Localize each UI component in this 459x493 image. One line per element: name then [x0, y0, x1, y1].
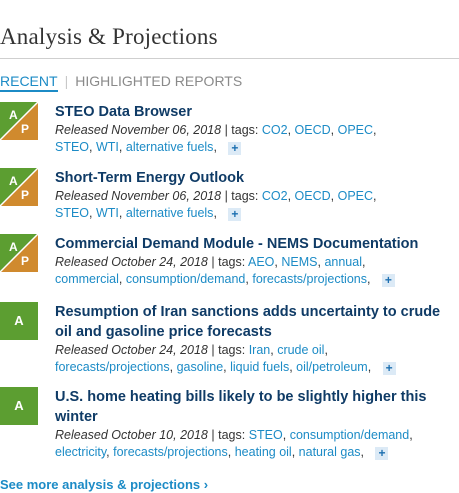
tab-separator: |: [64, 73, 69, 89]
tag-link[interactable]: Iran: [248, 343, 271, 357]
tag-link[interactable]: OECD: [294, 123, 331, 137]
item-title-link[interactable]: Resumption of Iran sanctions adds uncert…: [55, 304, 441, 340]
tag-link[interactable]: alternative fuels: [125, 140, 214, 154]
title-divider: [0, 58, 459, 59]
item-meta: Released October 24, 2018 | tags: Iran, …: [55, 342, 455, 376]
badge-letter: A: [0, 302, 38, 340]
tag-link[interactable]: electricity: [55, 445, 107, 459]
tab-highlighted-reports[interactable]: HIGHLIGHTED REPORTS: [75, 73, 243, 89]
item-title-link[interactable]: U.S. home heating bills likely to be sli…: [55, 389, 427, 425]
tag-link[interactable]: NEMS: [281, 255, 318, 269]
item-meta: Released October 10, 2018 | tags: STEO, …: [55, 428, 413, 460]
tag-link[interactable]: oil/petroleum: [296, 360, 368, 374]
release-date: Released October 10, 2018: [55, 428, 208, 442]
more-tags-plus-icon[interactable]: +: [382, 362, 396, 375]
release-date: Released October 24, 2018: [55, 255, 208, 269]
tag-link[interactable]: AEO: [248, 255, 275, 269]
tag-link[interactable]: liquid fuels: [230, 360, 290, 374]
svg-text:A: A: [9, 174, 18, 188]
tag-link[interactable]: alternative fuels: [125, 206, 214, 220]
tag-link[interactable]: natural gas: [298, 445, 361, 459]
tags-label: | tags:: [224, 123, 259, 137]
tag-link[interactable]: consumption/demand: [289, 428, 410, 442]
analysis-badge-icon: A: [0, 302, 38, 340]
tags-label: | tags:: [211, 428, 246, 442]
tag-link[interactable]: STEO: [55, 206, 90, 220]
tag-link[interactable]: consumption/demand: [125, 272, 246, 286]
item-meta: Released November 06, 2018 | tags: CO2, …: [55, 123, 377, 155]
tag-link[interactable]: crude oil: [277, 343, 325, 357]
tag-link[interactable]: commercial: [55, 272, 119, 286]
svg-text:A: A: [9, 108, 18, 122]
svg-text:P: P: [21, 188, 29, 202]
tag-link[interactable]: annual: [324, 255, 362, 269]
release-date: Released October 24, 2018: [55, 343, 208, 357]
tag-link[interactable]: forecasts/projections: [252, 272, 367, 286]
badge-letter: A: [0, 387, 38, 425]
tag-link[interactable]: forecasts/projections: [113, 445, 228, 459]
see-more-link[interactable]: See more analysis & projections ›: [0, 477, 209, 492]
tab-recent[interactable]: RECENT: [0, 73, 58, 92]
tag-link[interactable]: STEO: [55, 140, 90, 154]
tag-link[interactable]: heating oil: [234, 445, 292, 459]
tag-link[interactable]: CO2: [261, 189, 288, 203]
tags-label: | tags:: [211, 255, 246, 269]
item-title-link[interactable]: Short-Term Energy Outlook: [55, 170, 245, 186]
tag-link[interactable]: WTI: [96, 140, 119, 154]
release-date: Released November 06, 2018: [55, 123, 222, 137]
tags-label: | tags:: [224, 189, 259, 203]
item-meta: Released October 24, 2018 | tags: AEO, N…: [55, 254, 455, 288]
more-tags-plus-icon[interactable]: +: [228, 142, 242, 155]
analysis-badge-icon: A: [0, 387, 38, 425]
page-title: Analysis & Projections: [0, 24, 218, 49]
tags-label: | tags:: [211, 343, 246, 357]
svg-text:P: P: [21, 122, 29, 136]
tag-link[interactable]: STEO: [248, 428, 283, 442]
tag-link[interactable]: OECD: [294, 189, 331, 203]
tag-link[interactable]: CO2: [261, 123, 288, 137]
tag-link[interactable]: forecasts/projections: [55, 360, 170, 374]
item-meta: Released November 06, 2018 | tags: CO2, …: [55, 189, 377, 221]
tag-link[interactable]: WTI: [96, 206, 119, 220]
analysis-projections-badge-icon: A P: [0, 234, 38, 272]
svg-text:A: A: [9, 240, 18, 254]
item-title-link[interactable]: STEO Data Browser: [55, 104, 192, 120]
tag-link[interactable]: OPEC: [337, 123, 374, 137]
analysis-projections-badge-icon: A P: [0, 168, 38, 206]
more-tags-plus-icon[interactable]: +: [375, 447, 389, 460]
item-title-link[interactable]: Commercial Demand Module - NEMS Document…: [55, 236, 419, 252]
tag-link[interactable]: gasoline: [176, 360, 224, 374]
more-tags-plus-icon[interactable]: +: [228, 208, 242, 221]
tag-link[interactable]: OPEC: [337, 189, 374, 203]
more-tags-plus-icon[interactable]: +: [381, 274, 395, 287]
svg-text:P: P: [21, 254, 29, 268]
tab-bar: RECENT | HIGHLIGHTED REPORTS: [0, 73, 243, 92]
analysis-projections-badge-icon: A P: [0, 102, 38, 140]
release-date: Released November 06, 2018: [55, 189, 222, 203]
